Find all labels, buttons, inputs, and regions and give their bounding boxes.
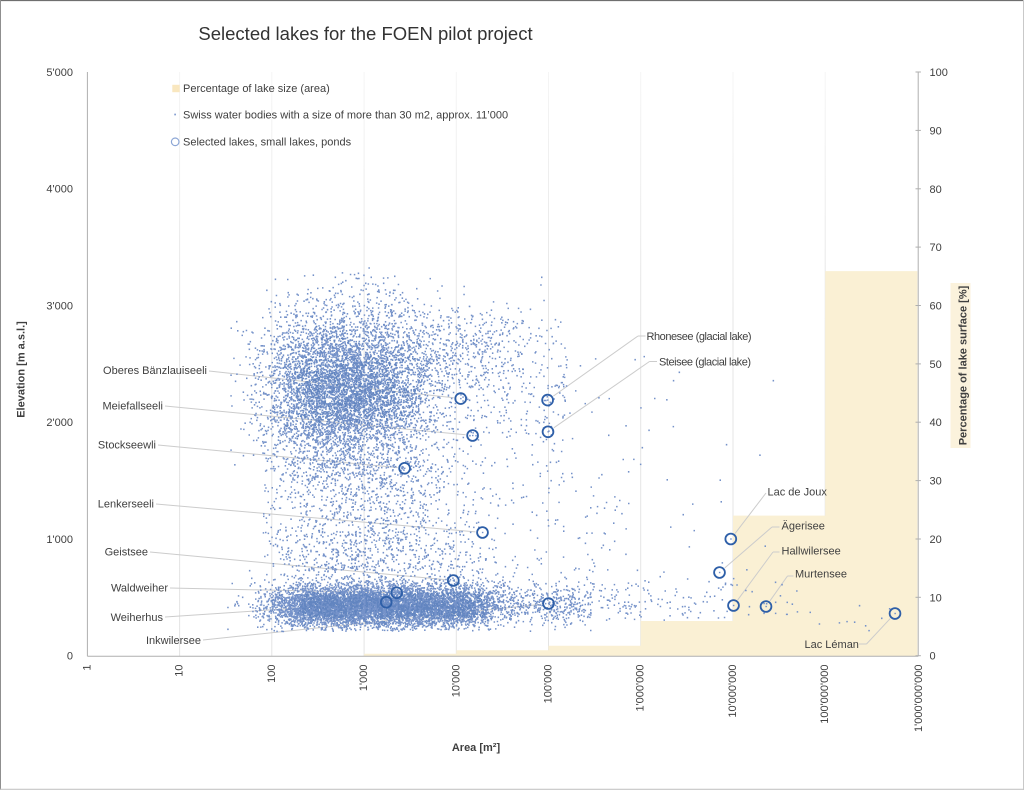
svg-text:Meiefallseeli: Meiefallseeli [102,400,163,412]
svg-text:Murtensee: Murtensee [795,568,847,580]
svg-text:Selected lakes, small lakes, p: Selected lakes, small lakes, ponds [183,137,352,149]
svg-text:10'000: 10'000 [450,665,462,698]
svg-text:Oberes Bänzlauiseeli: Oberes Bänzlauiseeli [103,365,207,377]
svg-text:100'000'000: 100'000'000 [819,665,831,724]
svg-text:100'000: 100'000 [543,665,555,704]
svg-text:40: 40 [930,417,942,429]
svg-text:1'000: 1'000 [46,534,73,546]
svg-text:60: 60 [930,301,942,313]
svg-text:Swiss water bodies with a size: Swiss water bodies with a size of more t… [183,109,508,121]
svg-text:Rhonesee (glacial lake): Rhonesee (glacial lake) [647,331,752,343]
svg-text:100: 100 [930,67,948,79]
svg-text:Lac Léman: Lac Léman [805,639,859,651]
svg-text:20: 20 [930,534,942,546]
svg-text:10'000'000: 10'000'000 [727,665,739,718]
svg-text:5'000: 5'000 [46,67,73,79]
svg-text:Hallwilersee: Hallwilersee [782,545,841,557]
svg-text:Ägerisee: Ägerisee [782,520,825,532]
svg-text:100: 100 [266,665,278,683]
svg-text:1: 1 [81,665,93,671]
svg-text:Waldweiher: Waldweiher [111,582,168,594]
svg-text:3'000: 3'000 [46,301,73,313]
svg-text:Elevation [m a.s.l.]: Elevation [m a.s.l.] [16,321,28,418]
svg-text:Lenkerseeli: Lenkerseeli [98,498,154,510]
svg-text:0: 0 [930,651,936,663]
svg-text:1'000'000'000: 1'000'000'000 [913,665,925,732]
svg-text:Weiherhus: Weiherhus [111,612,164,624]
svg-text:4'000: 4'000 [46,184,73,196]
svg-text:80: 80 [930,184,942,196]
svg-text:70: 70 [930,242,942,254]
svg-text:0: 0 [67,651,73,663]
svg-text:Percentage of lake surface [%]: Percentage of lake surface [%] [958,285,970,445]
svg-text:1'000'000: 1'000'000 [635,665,647,712]
svg-text:Steisee (glacial lake): Steisee (glacial lake) [659,356,751,368]
svg-text:50: 50 [930,359,942,371]
svg-text:Inkwilersee: Inkwilersee [146,635,201,647]
svg-text:10: 10 [930,592,942,604]
svg-text:2'000: 2'000 [46,417,73,429]
svg-text:30: 30 [930,476,942,488]
svg-text:10: 10 [174,665,186,677]
svg-text:Percentage of lake size (area): Percentage of lake size (area) [183,83,330,95]
svg-text:Geistsee: Geistsee [105,546,148,558]
svg-text:Selected lakes for the FOEN pi: Selected lakes for the FOEN pilot projec… [198,23,532,44]
svg-text:90: 90 [930,125,942,137]
svg-text:Stockseewli: Stockseewli [98,439,156,451]
svg-text:Area [m²]: Area [m²] [452,742,501,754]
svg-text:1'000: 1'000 [358,665,370,692]
svg-text:Lac de Joux: Lac de Joux [768,486,828,498]
